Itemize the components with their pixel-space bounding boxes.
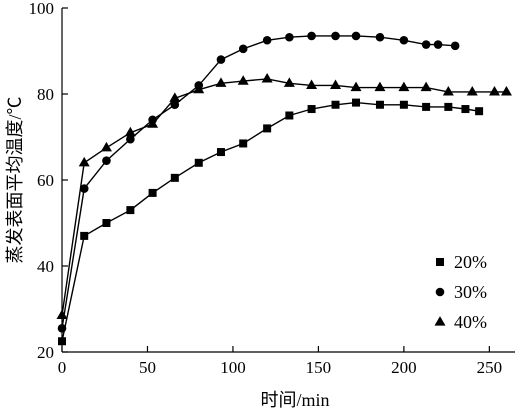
y-axis-ticks: 20 40 60 80 100 xyxy=(29,0,68,362)
legend-label: 20% xyxy=(454,252,487,272)
data-point xyxy=(58,337,66,346)
data-point xyxy=(488,85,500,96)
data-point xyxy=(170,173,179,182)
data-point xyxy=(442,85,454,96)
data-point xyxy=(450,41,460,51)
data-point xyxy=(216,148,225,157)
data-point xyxy=(421,40,431,49)
data-point xyxy=(307,31,316,41)
x-axis-title: 时间/min xyxy=(260,390,329,410)
x-tick-label: 0 xyxy=(58,358,67,377)
data-point xyxy=(422,102,431,111)
data-point xyxy=(194,158,203,167)
data-point xyxy=(306,79,318,90)
data-point xyxy=(398,81,410,92)
data-point xyxy=(239,139,248,148)
data-point xyxy=(351,31,361,41)
data-point xyxy=(285,111,294,120)
data-point xyxy=(100,141,112,152)
x-tick-label: 250 xyxy=(477,358,503,377)
data-point xyxy=(375,32,385,42)
series-line xyxy=(61,78,507,316)
y-tick-label: 40 xyxy=(37,257,54,276)
data-point xyxy=(331,31,340,41)
legend: 20% 30% 40% xyxy=(434,252,487,332)
data-point xyxy=(126,206,135,215)
data-point xyxy=(330,79,342,90)
data-point xyxy=(475,107,484,116)
y-tick-label: 60 xyxy=(37,171,54,190)
data-point xyxy=(193,83,205,94)
data-point xyxy=(238,44,248,54)
data-point xyxy=(444,102,453,111)
data-point xyxy=(124,126,136,137)
data-point xyxy=(375,100,384,109)
data-point xyxy=(374,81,386,92)
y-tick-label: 80 xyxy=(37,85,54,104)
data-point xyxy=(170,100,180,110)
data-point xyxy=(285,32,294,42)
y-tick-label: 20 xyxy=(37,343,54,362)
data-point xyxy=(283,77,295,87)
x-axis-ticks: 0 50 100 150 200 250 xyxy=(58,346,502,377)
data-point xyxy=(147,118,159,128)
legend-label: 40% xyxy=(454,312,487,332)
data-point xyxy=(433,40,443,49)
data-point xyxy=(126,134,135,144)
y-axis-title: 蒸发表面平均温度/℃ xyxy=(5,96,25,263)
x-tick-label: 150 xyxy=(306,358,332,377)
data-point xyxy=(350,81,362,92)
series-layer xyxy=(56,31,512,346)
x-tick-label: 50 xyxy=(139,358,156,377)
data-point xyxy=(169,92,181,102)
data-point xyxy=(56,309,68,320)
data-point xyxy=(307,105,316,114)
data-point xyxy=(215,77,227,87)
data-point xyxy=(399,100,408,109)
data-point xyxy=(57,324,67,333)
series-square xyxy=(58,98,484,346)
legend-item: 30% xyxy=(435,282,487,302)
data-point xyxy=(80,231,89,240)
x-tick-label: 200 xyxy=(391,358,417,377)
data-point xyxy=(237,75,249,85)
series-line xyxy=(61,101,480,342)
legend-item: 40% xyxy=(434,312,487,332)
legend-marker-square xyxy=(436,258,444,266)
series-circle xyxy=(57,31,460,333)
data-point xyxy=(461,105,470,114)
data-point xyxy=(216,55,226,64)
data-point xyxy=(262,35,272,45)
data-point xyxy=(500,85,512,96)
data-point xyxy=(263,124,272,133)
x-tick-label: 100 xyxy=(220,358,246,377)
series-triangle xyxy=(56,73,512,320)
y-tick-label: 100 xyxy=(29,0,55,18)
data-point xyxy=(102,156,111,165)
data-point xyxy=(352,98,361,107)
legend-label: 30% xyxy=(454,282,487,302)
data-point xyxy=(79,184,89,193)
data-point xyxy=(78,156,90,167)
data-point xyxy=(148,188,157,197)
data-point xyxy=(420,81,432,92)
data-point xyxy=(466,85,478,96)
legend-marker-circle xyxy=(435,287,445,297)
legend-marker-triangle xyxy=(434,316,446,326)
data-point xyxy=(261,73,273,83)
legend-item: 20% xyxy=(436,252,487,272)
data-point xyxy=(102,219,111,227)
data-point xyxy=(331,100,340,109)
data-point xyxy=(399,35,409,45)
